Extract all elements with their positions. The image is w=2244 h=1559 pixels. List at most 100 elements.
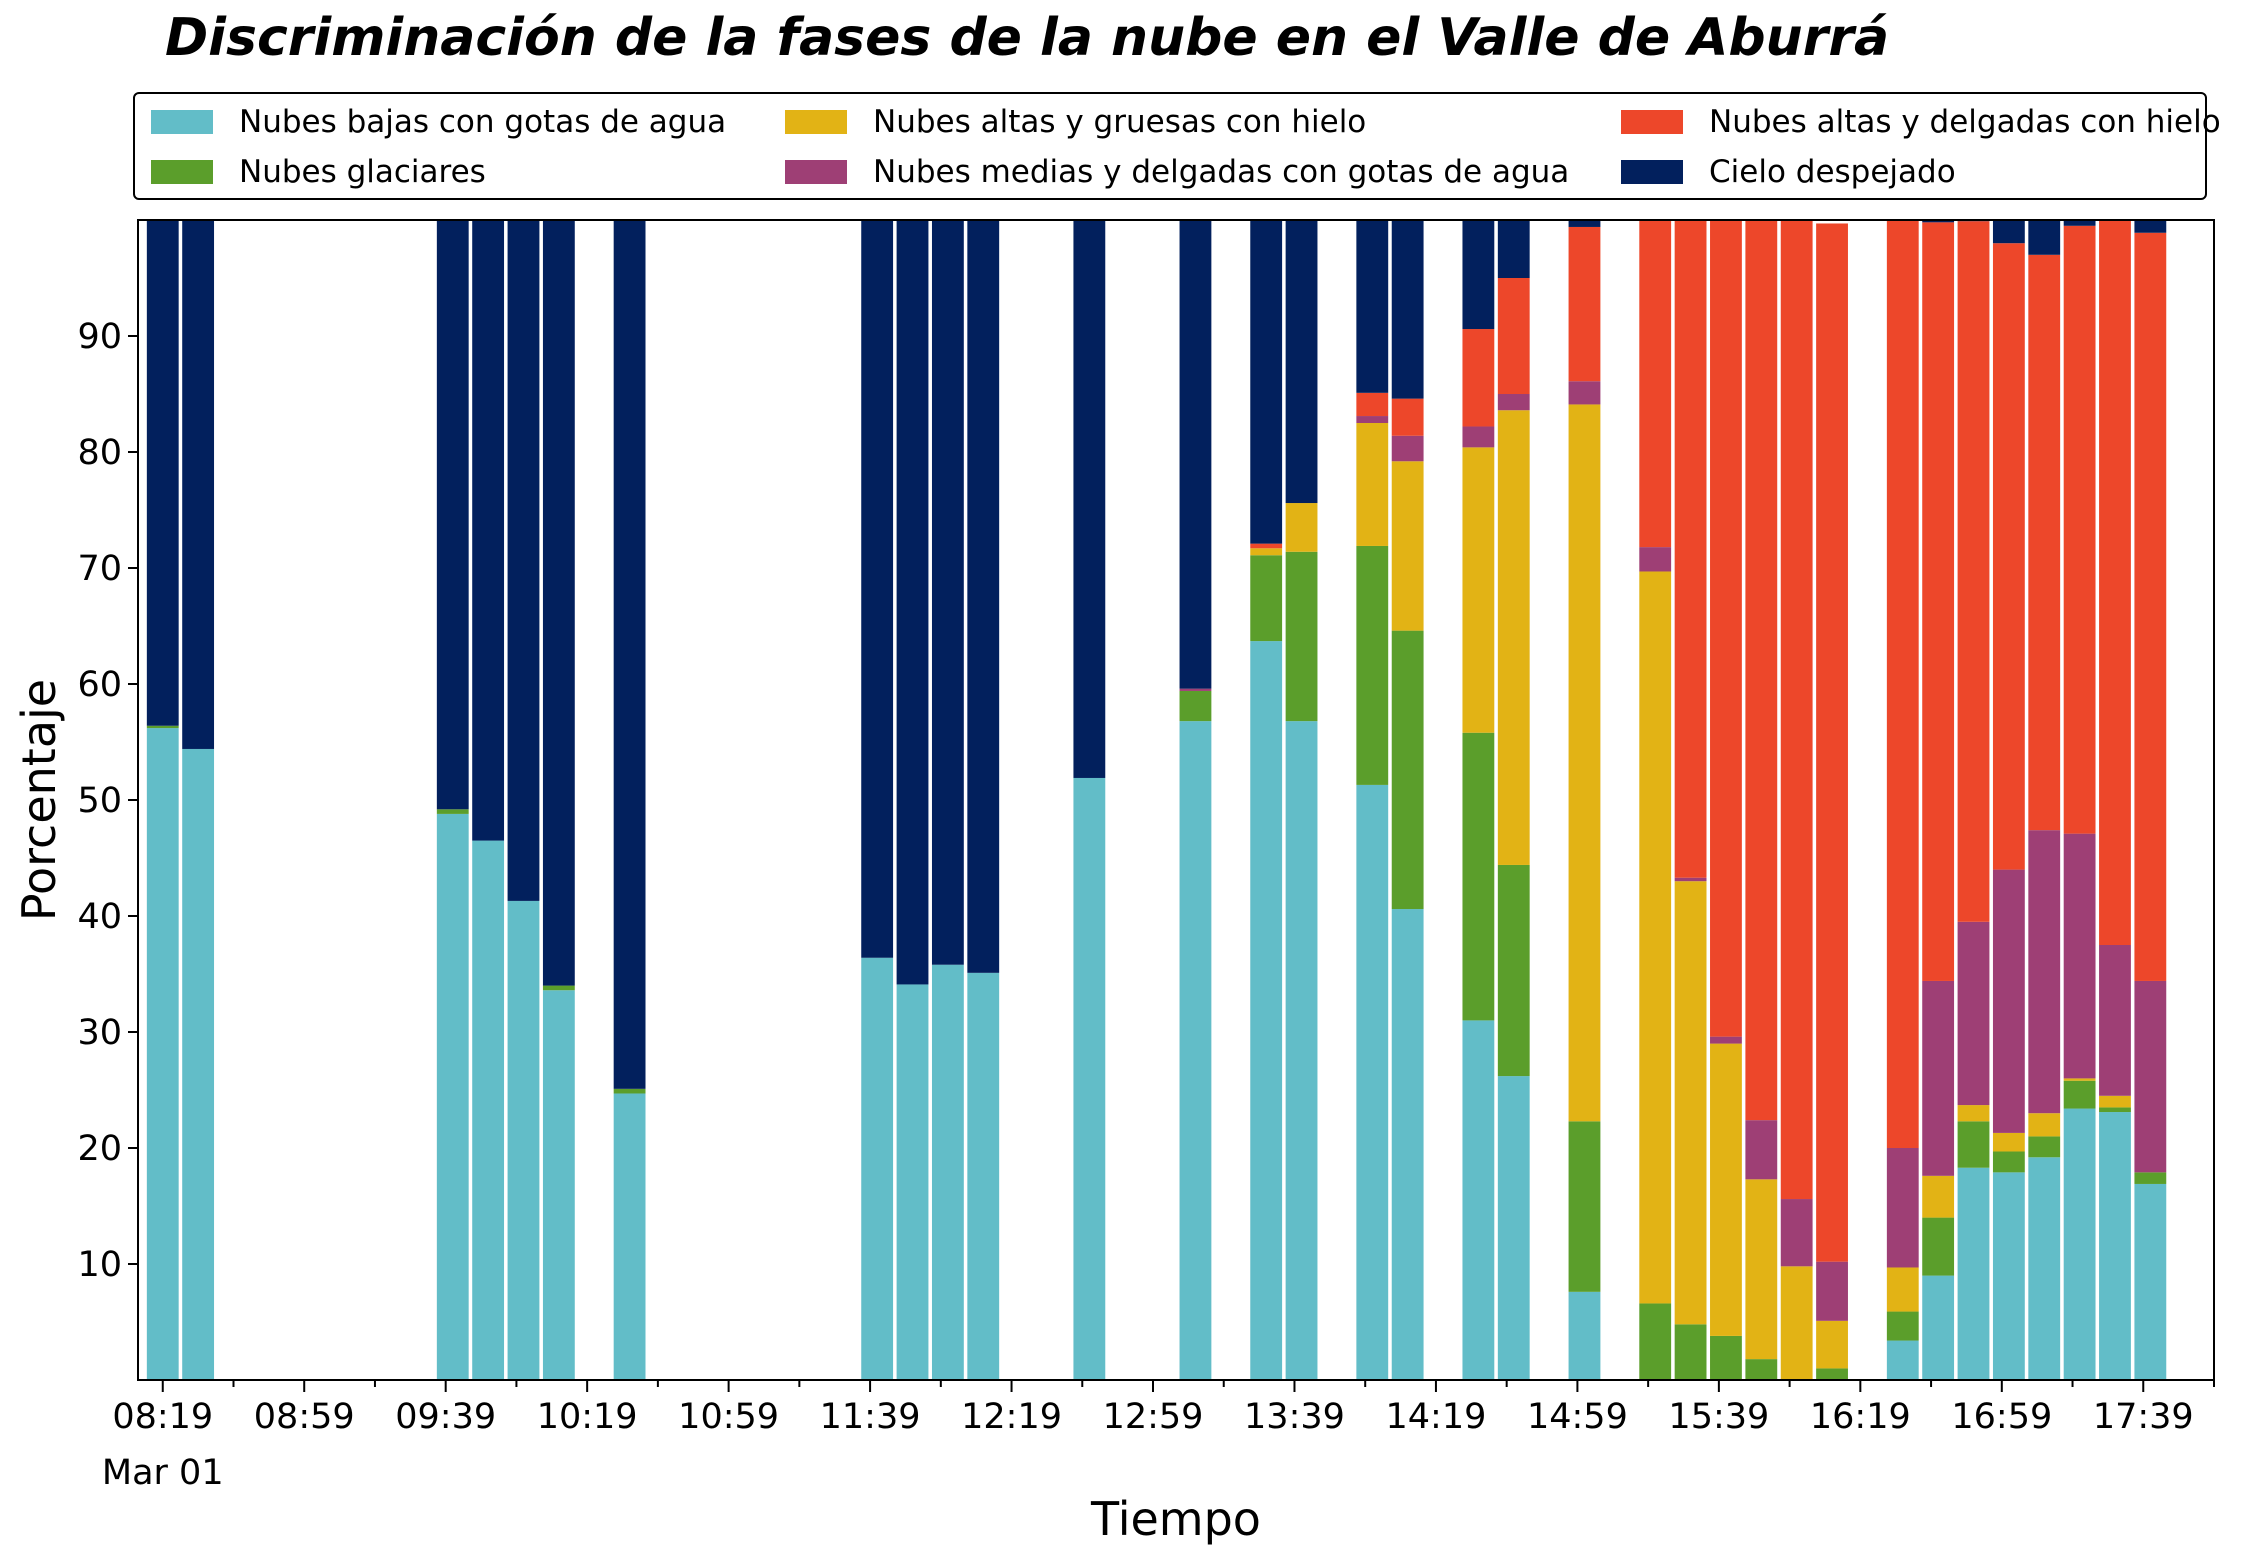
bar-segment [931, 964, 964, 1380]
bar-segment [1391, 909, 1424, 1380]
bar-segment [472, 840, 505, 1380]
bar-segment [2134, 1172, 2167, 1184]
x-axis: 08:19 08:59 09:39 10:19 10:59 11:39 12:19 12:59… [112, 1380, 2215, 1437]
y-tick-label: 20 [77, 1129, 122, 1169]
bar-segment [1356, 423, 1389, 546]
bar-segment [1356, 545, 1389, 785]
bar-segment [436, 220, 469, 810]
x-tick-label: 10:19 [537, 1397, 638, 1437]
bar-segment [542, 220, 575, 986]
bar-segment [1674, 881, 1707, 1325]
legend: Nubes bajas con gotas de agua Nubes glaci… [133, 92, 2221, 200]
bar-segment [1886, 1340, 1919, 1380]
x-tick-label: 16:59 [1951, 1397, 2052, 1437]
bar-segment [1497, 864, 1530, 1077]
legend-item: Nubes medias y delgadas con gotas de agu… [785, 152, 1569, 192]
bar-segment [861, 957, 894, 1380]
y-axis-label: Porcentaje [12, 679, 66, 921]
bar-segment [613, 220, 646, 1089]
y-tick-label: 40 [77, 897, 122, 937]
bar-segment [1462, 1020, 1495, 1380]
bar-segment [2028, 830, 2061, 1114]
x-tick-label: 14:59 [1527, 1397, 1628, 1437]
bar-segment [436, 813, 469, 1380]
bar-segment [1391, 461, 1424, 631]
bar-segment [1568, 404, 1601, 1122]
x-tick-label: 12:19 [961, 1397, 1062, 1437]
bar-segment [1497, 220, 1530, 278]
bar-segment [472, 220, 505, 841]
bar-segment [2099, 220, 2131, 945]
bar-segment [146, 220, 179, 726]
bar-segment [1497, 278, 1530, 394]
legend-item: Nubes bajas con gotas de agua [151, 102, 726, 142]
bar-segment [1710, 1036, 1742, 1044]
bar-segment [1922, 1217, 1955, 1276]
x-tick-label: 16:19 [1810, 1397, 1911, 1437]
bar-segment [1922, 222, 1955, 981]
x-tick-label: 12:59 [1103, 1397, 1204, 1437]
bar-segment [2063, 220, 2096, 226]
bar-segment [1462, 329, 1495, 427]
bar-segment [2099, 945, 2131, 1096]
y-axis: 10 20 30 40 50 60 70 80 90 [77, 317, 138, 1285]
bar-segment [1674, 220, 1707, 878]
bar-segment [2063, 1108, 2096, 1380]
bar-segment [1073, 220, 1106, 778]
bar-segment [1356, 416, 1389, 423]
bar-segment [542, 985, 575, 991]
legend-item: Nubes altas y gruesas con hielo [785, 102, 1366, 142]
x-tick-label: 14:19 [1386, 1397, 1487, 1437]
bar-segment [1674, 877, 1707, 882]
bar-segment [1285, 220, 1318, 504]
chart-title: Discriminación de la fases de la nube en… [165, 8, 1890, 68]
bar-segment [1462, 447, 1495, 733]
bar-segment [2063, 225, 2096, 834]
bar-segment [1073, 777, 1106, 1380]
bar-segment [182, 220, 215, 749]
bar-segment [2028, 1113, 2061, 1137]
legend-label: Nubes glaciares [239, 154, 486, 190]
bar-segment [1745, 1179, 1778, 1360]
bar-segment [1568, 220, 1601, 227]
bar-segment [1391, 398, 1424, 436]
bar-segment [1250, 543, 1283, 549]
bar-segment [1886, 1148, 1919, 1268]
legend-item: Cielo despejado [1621, 152, 1956, 192]
bar-segment [1886, 1311, 1919, 1341]
bar-segment [436, 809, 469, 814]
x-date-label: Mar 01 [102, 1453, 224, 1493]
bar-segment [1886, 220, 1919, 1148]
legend-item: Nubes glaciares [151, 152, 486, 192]
bar-segment [1745, 1120, 1778, 1180]
bar-segment [1992, 1151, 2025, 1173]
y-tick-label: 70 [77, 549, 122, 589]
bar-segment [1356, 392, 1389, 417]
bar-segment [1497, 410, 1530, 865]
bar-segment [1356, 784, 1389, 1380]
bar-segment [1922, 1275, 1955, 1380]
x-tick-label: 09:39 [395, 1397, 496, 1437]
x-axis-label: Tiempo [1090, 1492, 1261, 1546]
bar-segment [1285, 551, 1318, 722]
bar-segment [542, 990, 575, 1380]
bar-segment [146, 725, 179, 729]
bar-segment [182, 748, 215, 1380]
bar-segment [1992, 220, 2025, 244]
bar-segment [1179, 220, 1212, 689]
bar-segment [1992, 1132, 2025, 1152]
legend-label: Nubes medias y delgadas con gotas de agu… [873, 154, 1570, 190]
x-tick-label: 17:39 [2093, 1397, 2194, 1437]
bar-segment [2134, 232, 2167, 981]
bar-segment [2099, 1112, 2131, 1380]
bar-segment [1285, 503, 1318, 552]
bar-segment [967, 972, 1000, 1380]
bar-segment [1710, 1335, 1742, 1380]
legend-swatch [151, 160, 213, 184]
legend-swatch [1621, 110, 1683, 134]
bar-segment [1639, 220, 1672, 548]
bar-segment [2063, 1080, 2096, 1109]
bar-segment [931, 220, 964, 965]
bar-segment [1568, 381, 1601, 405]
